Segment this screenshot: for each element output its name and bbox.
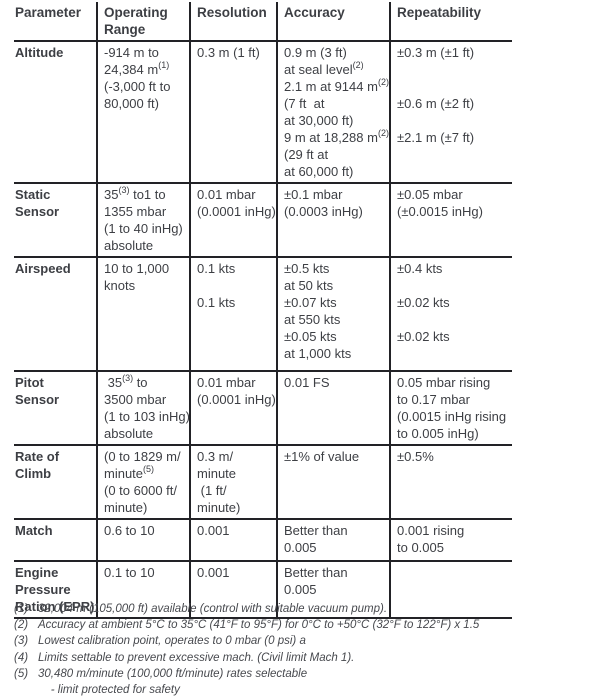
footnote-label: (4) [14,651,29,664]
footnote-text: Accuracy at ambient 5°C to 35°C (41°F to… [38,619,480,632]
row-parameter: Altitude [15,45,64,60]
cell-operating-range: 10 to 1,000 knots [96,257,190,371]
row-parameter: Match [15,523,53,538]
footnote-2: (2) Accuracy at ambient 5°C to 35°C (41°… [14,617,610,633]
row-parameter: Static Sensor [15,187,60,219]
col-header-resolution: Resolution [189,2,277,41]
cell-operating-range: 35(3) to1 to 1355 mbar (1 to 40 inHg) ab… [96,183,190,257]
footnote-3: (3) Lowest calibration point, operates t… [14,633,610,649]
footnote-label: (1) [14,603,29,615]
footnote-text: 30,480 m/minute (100,000 ft/minute) rate… [38,667,308,697]
cell-repeatability: 0.05 mbar rising to 0.17 mbar (0.0015 in… [389,371,512,445]
cell-accuracy: ±1% of value [276,445,390,519]
table-row-match: Match 0.6 to 10 0.001 Better than 0.005 … [14,519,512,561]
cell-repeatability: ±0.3 m (±1 ft) ±0.6 m (±2 ft) ±2.1 m (±7… [389,41,512,183]
footnotes: (1) 32,004 m (105,000 ft) available (con… [14,601,610,697]
cell-repeatability: 0.001 rising to 0.005 [389,519,512,561]
row-parameter: Rate of Climb [15,449,60,481]
header-row: Parameter Operating Range Resolution Acc… [14,2,512,41]
cell-operating-range: -914 m to 24,384 m(1) (-3,000 ft to 80,0… [96,41,190,183]
footnote-text: 32,004 m (105,000 ft) available (control… [38,603,388,615]
cell-resolution: 0.01 mbar (0.0001 inHg) [189,371,277,445]
col-header-repeatability: Repeatability [389,2,512,41]
footnote-text: Limits settable to prevent excessive mac… [38,651,355,664]
cell-repeatability: ±0.4 kts ±0.02 kts ±0.02 kts [389,257,512,371]
table-row-rate-of-climb: Rate of Climb (0 to 1829 m/ minute(5) (0… [14,445,512,519]
cell-repeatability [389,561,512,618]
cell-resolution: 0.3 m/ minute (1 ft/ minute) [189,445,277,519]
cell-resolution: 0.001 [189,519,277,561]
cell-accuracy: 0.01 FS [276,371,390,445]
footnote-label: (3) [14,635,29,648]
table-row-pitot-sensor: Pitot Sensor 35(3) to 3500 mbar (1 to 10… [14,371,512,445]
col-header-operating-range: Operating Range [96,2,190,41]
cell-accuracy: Better than 0.005 [276,519,390,561]
row-parameter: Pitot Sensor [15,375,60,407]
footnote-label: (5) [14,667,29,680]
cell-resolution: 0.001 [189,561,277,618]
cell-accuracy: Better than 0.005 [276,561,390,618]
footnote-text: Lowest calibration point, operates to 0 … [38,635,306,648]
cell-operating-range: 0.1 to 10 [96,561,190,618]
cell-repeatability: ±0.5% [389,445,512,519]
footnote-4: (4) Limits settable to prevent excessive… [14,650,610,666]
col-header-parameter: Parameter [15,5,82,20]
cell-resolution: 0.01 mbar (0.0001 inHg) [189,183,277,257]
cell-operating-range: 35(3) to 3500 mbar (1 to 103 inHg) absol… [96,371,190,445]
col-header-accuracy: Accuracy [276,2,390,41]
row-parameter: Engine Pressure Ration (EPR) [15,565,95,614]
cell-operating-range: (0 to 1829 m/ minute(5) (0 to 6000 ft/ m… [96,445,190,519]
cell-accuracy: ±0.1 mbar (0.0003 inHg) [276,183,390,257]
table-row-engine-pressure-ratio: Engine Pressure Ration (EPR) 0.1 to 10 0… [14,561,512,618]
spec-table: Parameter Operating Range Resolution Acc… [14,2,512,619]
cell-accuracy: 0.9 m (3 ft) at seal level(2) 2.1 m at 9… [276,41,390,183]
table-row-airspeed: Airspeed 10 to 1,000 knots 0.1 kts 0.1 k… [14,257,512,371]
cell-resolution: 0.3 m (1 ft) [189,41,277,183]
cell-repeatability: ±0.05 mbar (±0.0015 inHg) [389,183,512,257]
footnote-label: (2) [14,619,29,632]
cell-accuracy: ±0.5 kts at 50 kts ±0.07 kts at 550 kts … [276,257,390,371]
table-row-altitude: Altitude -914 m to 24,384 m(1) (-3,000 f… [14,41,512,183]
cell-resolution: 0.1 kts 0.1 kts [189,257,277,371]
table-row-static-sensor: Static Sensor 35(3) to1 to 1355 mbar (1 … [14,183,512,257]
cell-operating-range: 0.6 to 10 [96,519,190,561]
footnote-1: (1) 32,004 m (105,000 ft) available (con… [14,601,610,617]
row-parameter: Airspeed [15,261,71,276]
footnote-5: (5) 30,480 m/minute (100,000 ft/minute) … [14,666,610,697]
